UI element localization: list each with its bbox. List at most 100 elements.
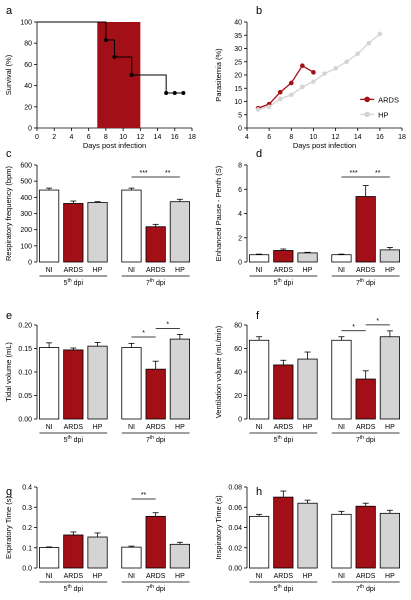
x-tick-label: HP <box>175 424 185 431</box>
bar <box>145 515 166 569</box>
bar <box>273 250 294 263</box>
group-label: 7th dpi <box>146 435 166 444</box>
data-point <box>355 51 361 57</box>
y-tick-label: 35 <box>234 33 242 40</box>
y-tick-label: 0.00 <box>228 566 242 573</box>
group-label: 5th dpi <box>274 278 294 287</box>
group-label: 5th dpi <box>64 278 84 287</box>
group-label: 7th dpi <box>146 584 166 593</box>
bar <box>121 189 142 263</box>
y-tick-label: 100 <box>20 243 32 250</box>
data-point <box>266 104 272 110</box>
bar <box>39 547 60 569</box>
x-tick-label: HP <box>175 267 185 274</box>
bar <box>145 226 166 263</box>
y-tick-label: 0.20 <box>18 323 32 330</box>
y-tick-label: 5 <box>238 112 242 119</box>
bar <box>121 347 142 420</box>
bar <box>169 543 190 569</box>
data-point <box>181 91 186 96</box>
data-point <box>103 38 108 43</box>
group-label: 5th dpi <box>274 584 294 593</box>
y-tick-label: 0.10 <box>18 370 32 377</box>
bar <box>355 378 376 420</box>
data-point <box>300 63 305 69</box>
x-tick-label: ARDS <box>356 267 376 274</box>
x-tick-label: 14 <box>354 134 362 141</box>
bar <box>297 502 318 569</box>
x-tick-label: HP <box>303 424 313 431</box>
y-tick-label: 30 <box>234 46 242 53</box>
x-tick-label: ARDS <box>274 424 294 431</box>
bar <box>63 203 84 263</box>
y-tick-label: 0 <box>28 260 32 267</box>
y-axis-label: Inspiratory Time (s) <box>214 495 223 560</box>
data-point <box>322 71 327 76</box>
significance-label: * <box>352 324 355 331</box>
y-tick-label: 4 <box>238 211 242 218</box>
x-tick-label: ARDS <box>274 573 294 580</box>
y-tick-label: 0 <box>238 126 242 133</box>
y-tick-label: 0.3 <box>22 505 32 512</box>
x-tick-label: 8 <box>104 134 108 141</box>
y-tick-label: 0.02 <box>228 545 242 552</box>
y-tick-label: 0.00 <box>18 417 32 424</box>
y-tick-label: 0.08 <box>228 485 242 492</box>
group-label: 5th dpi <box>64 435 84 444</box>
x-tick-label: 14 <box>154 134 162 141</box>
x-tick-label: HP <box>93 267 103 274</box>
bar <box>39 347 60 420</box>
y-tick-label: 300 <box>20 211 32 218</box>
x-tick-label: 12 <box>332 134 340 141</box>
data-point <box>255 107 261 112</box>
y-tick-label: 40 <box>24 83 32 90</box>
x-tick-label: ARDS <box>64 424 84 431</box>
y-axis-label: Expiratory Time (s) <box>4 496 13 559</box>
bar <box>87 202 108 263</box>
y-tick-label: 40 <box>234 20 242 27</box>
bar <box>355 196 376 263</box>
significance-label: *** <box>139 170 147 177</box>
legend-label: ARDS <box>378 95 399 104</box>
bar <box>355 505 376 569</box>
y-axis-label: Ventilation volume (mL/min) <box>214 325 223 418</box>
x-tick-label: 16 <box>171 134 179 141</box>
data-point <box>311 70 316 75</box>
y-tick-label: 40 <box>234 370 242 377</box>
y-tick-label: 60 <box>24 62 32 69</box>
bar <box>63 349 84 420</box>
x-tick-label: 18 <box>188 134 196 141</box>
x-tick-label: NI <box>128 424 135 431</box>
y-tick-label: 0.04 <box>228 525 242 532</box>
x-tick-label: 6 <box>87 134 91 141</box>
bar <box>87 345 108 420</box>
x-tick-label: HP <box>385 424 395 431</box>
y-tick-label: 6 <box>238 187 242 194</box>
panel-letter: h <box>256 486 262 498</box>
group-label: 5th dpi <box>64 584 84 593</box>
significance-label: *** <box>349 170 357 177</box>
y-tick-label: 0.1 <box>22 545 32 552</box>
data-point <box>288 92 294 98</box>
x-tick-label: 2 <box>52 134 56 141</box>
x-tick-label: HP <box>385 267 395 274</box>
panel-letter: g <box>6 486 12 498</box>
y-axis-label: Parasitemia (%) <box>214 48 223 102</box>
significance-label: ** <box>141 492 147 499</box>
y-axis-label: Enhanced Pause - Penth (S) <box>214 165 223 261</box>
significance-label: * <box>166 321 169 328</box>
data-point <box>344 59 349 65</box>
x-tick-label: 6 <box>267 134 271 141</box>
bar <box>249 515 270 569</box>
x-tick-label: NI <box>256 267 263 274</box>
y-axis-label: Tidal volume (mL) <box>4 342 13 402</box>
bar <box>331 254 352 263</box>
x-tick-label: NI <box>338 573 345 580</box>
significance-label: ** <box>375 170 381 177</box>
legend-marker <box>364 96 370 103</box>
panel-letter: f <box>256 310 260 322</box>
group-label: 7th dpi <box>356 584 376 593</box>
bar <box>297 358 318 420</box>
data-point <box>129 73 134 77</box>
